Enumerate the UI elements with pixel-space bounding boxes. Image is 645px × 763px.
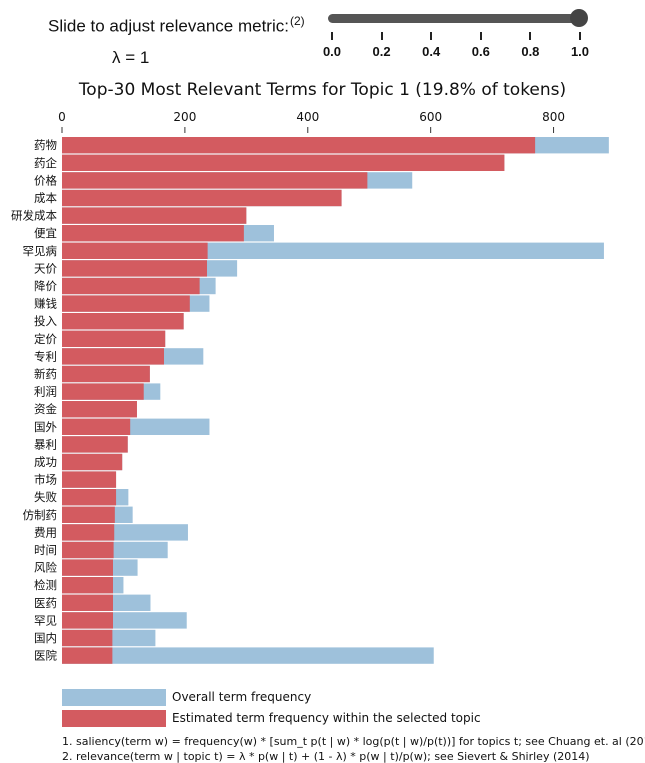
x-axis-tick-label: 0 xyxy=(58,110,66,124)
term-label: 降价 xyxy=(34,279,57,293)
term-label: 利润 xyxy=(34,385,57,399)
slider-tick-label: 0.6 xyxy=(471,44,490,59)
slider-tick-label: 0.4 xyxy=(422,44,441,59)
bar-topic xyxy=(62,330,166,347)
slider-tick xyxy=(529,32,532,40)
term-label: 国内 xyxy=(34,631,57,645)
bar-topic xyxy=(62,365,150,383)
lambda-value-label: λ = 1 xyxy=(112,48,150,67)
slider-title-footnote-ref: (2) xyxy=(289,14,305,28)
bar-topic xyxy=(62,260,208,277)
bar-topic xyxy=(62,348,164,365)
term-label: 风险 xyxy=(34,561,57,575)
term-label: 市场 xyxy=(34,473,57,487)
term-label: 仿制药 xyxy=(23,508,58,522)
bar-topic xyxy=(62,277,200,295)
bar-topic xyxy=(62,594,113,611)
slider-title-text: Slide to adjust relevance metric: xyxy=(48,16,289,36)
legend-label-overall: Overall term frequency xyxy=(172,690,312,704)
footnote-saliency: 1. saliency(term w) = frequency(w) * [su… xyxy=(62,735,645,748)
bar-topic xyxy=(62,506,115,523)
term-label: 投入 xyxy=(34,314,57,328)
bar-topic xyxy=(62,489,117,506)
bar-topic xyxy=(62,524,115,541)
bar-topic xyxy=(62,383,144,400)
legend-swatch-overall xyxy=(62,689,166,706)
bar-topic xyxy=(62,612,113,629)
bar-chart: 0 200 400 600 800 药物药企价格成本研发成本便宜罕见病天价降价赚钱投入定价… xyxy=(11,110,609,664)
slider-tick xyxy=(331,32,333,40)
bar-topic xyxy=(62,137,536,154)
slider-tick-label: 1.0 xyxy=(570,44,590,59)
bar-topic xyxy=(62,629,113,647)
bar-topic xyxy=(62,471,117,488)
term-label: 价格 xyxy=(34,173,57,187)
bar-topic xyxy=(62,401,137,418)
term-label: 研发成本 xyxy=(11,209,57,223)
bar-topic xyxy=(62,189,342,207)
term-label: 药企 xyxy=(34,156,57,170)
term-label: 新药 xyxy=(34,367,57,381)
chart-title: Top-30 Most Relevant Terms for Topic 1 (… xyxy=(78,80,567,100)
term-label: 资金 xyxy=(34,402,57,416)
slider-tick xyxy=(430,32,433,40)
bar-topic xyxy=(62,559,113,576)
x-axis-tick-label: 800 xyxy=(542,110,565,124)
term-label: 检测 xyxy=(34,578,57,592)
x-axis-tick-label: 200 xyxy=(173,110,196,124)
slider-tick-label: 0.0 xyxy=(322,44,342,59)
bar-topic xyxy=(62,295,190,312)
term-label: 暴利 xyxy=(34,437,57,451)
term-label: 便宜 xyxy=(34,226,57,240)
term-label: 成功 xyxy=(34,455,57,469)
slider-tick-label: 0.2 xyxy=(372,44,391,59)
legend-label-topic: Estimated term frequency within the sele… xyxy=(172,711,481,725)
bar-topic xyxy=(62,436,128,453)
term-label: 专利 xyxy=(34,349,57,363)
term-label: 罕见病 xyxy=(23,244,58,258)
bar-topic xyxy=(62,418,131,435)
relevance-slider-track[interactable] xyxy=(328,14,580,23)
term-label: 罕见 xyxy=(34,613,57,627)
term-label: 天价 xyxy=(34,261,57,275)
bar-topic xyxy=(62,225,244,242)
term-label: 费用 xyxy=(34,525,57,539)
term-label: 定价 xyxy=(34,332,57,346)
bar-topic xyxy=(62,172,368,189)
term-label: 药物 xyxy=(34,138,57,152)
slider-tick-label: 0.8 xyxy=(521,44,540,59)
slider-tick xyxy=(479,32,482,40)
bar-topic xyxy=(62,647,113,664)
bar-topic xyxy=(62,242,208,259)
term-label: 医药 xyxy=(34,596,57,610)
relevance-slider-thumb[interactable] xyxy=(570,9,588,27)
term-label: 失败 xyxy=(34,490,57,504)
bar-topic xyxy=(62,577,113,594)
bar-topic xyxy=(62,154,505,171)
term-label: 赚钱 xyxy=(34,297,57,311)
bar-topic xyxy=(62,541,114,559)
term-label: 国外 xyxy=(34,420,57,434)
slider-tick xyxy=(380,32,383,40)
x-axis-tick-label: 400 xyxy=(296,110,319,124)
term-label: 时间 xyxy=(34,543,57,557)
term-label: 成本 xyxy=(34,191,57,205)
bar-topic xyxy=(62,453,123,471)
slider-title: Slide to adjust relevance metric:(2) xyxy=(48,14,305,37)
legend-swatch-topic xyxy=(62,710,166,727)
slider-tick xyxy=(579,32,581,40)
footnote-relevance: 2. relevance(term w | topic t) = λ * p(w… xyxy=(62,750,590,763)
bar-overall xyxy=(62,647,434,664)
term-label: 医院 xyxy=(34,649,57,663)
bar-topic xyxy=(62,313,184,330)
x-axis-tick-label: 600 xyxy=(419,110,442,124)
bar-topic xyxy=(62,207,247,224)
